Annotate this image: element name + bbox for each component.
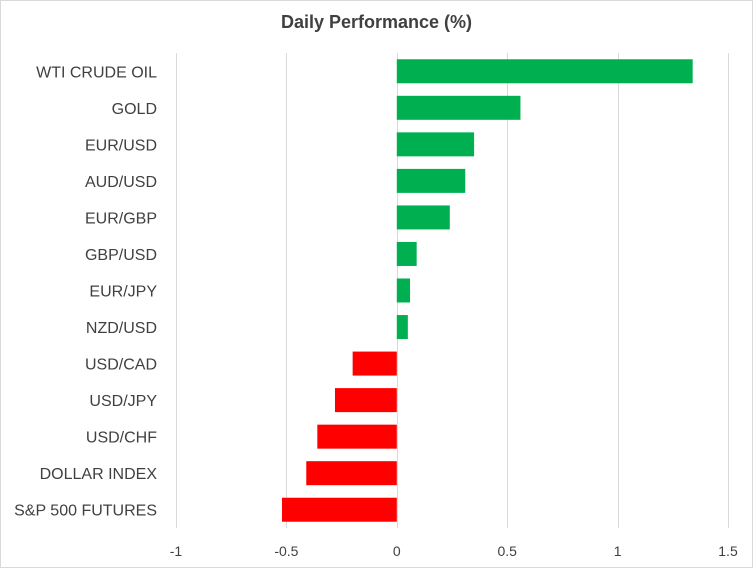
bar (396, 315, 408, 340)
category-label: EUR/JPY (89, 284, 157, 301)
x-tick-label: 0.5 (497, 543, 517, 559)
category-label: WTI CRUDE OIL (36, 64, 157, 81)
bar (306, 461, 397, 486)
bar (317, 424, 397, 449)
chart-title: Daily Performance (%) (280, 12, 473, 32)
category-label: USD/CAD (85, 357, 157, 374)
category-label: GBP/USD (85, 247, 157, 264)
category-label: EUR/GBP (85, 210, 157, 227)
bar (396, 241, 417, 266)
bar (396, 59, 693, 84)
bar (396, 132, 475, 157)
category-label: DOLLAR INDEX (40, 466, 158, 483)
x-tick-label: -0.5 (274, 543, 298, 559)
x-tick-label: 0 (393, 543, 401, 559)
category-label: EUR/USD (85, 137, 157, 154)
bar (396, 205, 450, 230)
x-tick-label: -1 (170, 543, 183, 559)
bar (396, 168, 466, 193)
bar (352, 351, 397, 376)
bar (334, 388, 397, 413)
bar (396, 278, 411, 303)
category-label: GOLD (112, 101, 157, 118)
category-label: USD/JPY (89, 393, 157, 410)
category-label: USD/CHF (86, 430, 157, 447)
x-tick-label: 1 (614, 543, 622, 559)
bar (396, 95, 521, 120)
bar (281, 497, 397, 522)
category-label: NZD/USD (86, 320, 157, 337)
x-tick-label: 1.5 (718, 543, 738, 559)
category-label: S&P 500 FUTURES (14, 503, 157, 520)
category-label: AUD/USD (85, 174, 157, 191)
